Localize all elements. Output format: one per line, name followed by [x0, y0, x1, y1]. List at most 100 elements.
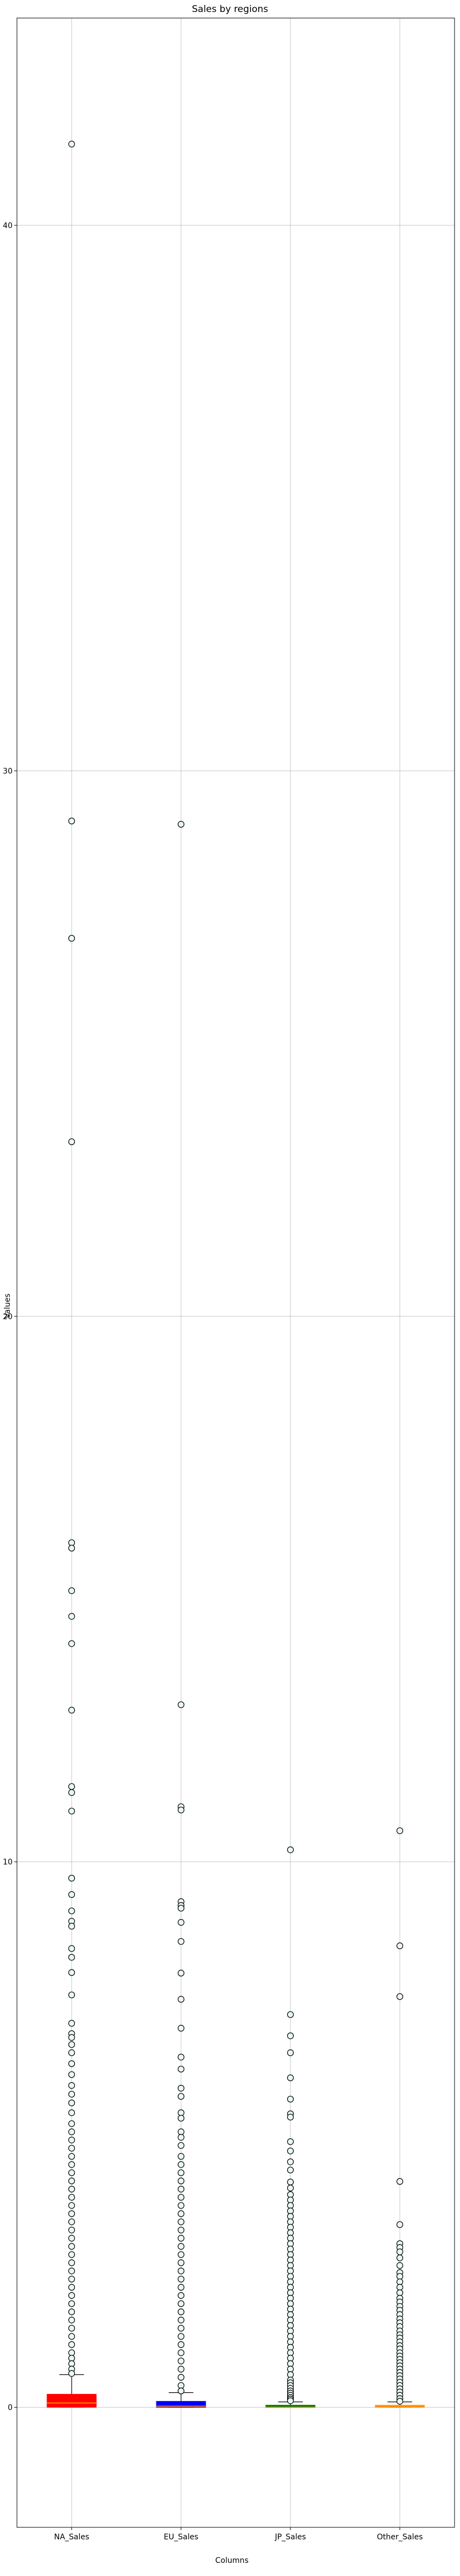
- outlier-point: [68, 1539, 75, 1546]
- outlier-point: [177, 2292, 185, 2299]
- outlier-point: [287, 2294, 294, 2302]
- outlier-point: [68, 2082, 75, 2089]
- outlier-point: [177, 2276, 185, 2283]
- outlier-point: [177, 2194, 185, 2201]
- outlier-point: [177, 2357, 185, 2364]
- outlier-point: [287, 2251, 294, 2258]
- outlier-point: [287, 2207, 294, 2214]
- outlier-point: [287, 2202, 294, 2209]
- outlier-point: [287, 2191, 294, 2198]
- outlier-point: [287, 2147, 294, 2154]
- outlier-point: [177, 2227, 185, 2234]
- outlier-point: [177, 2109, 185, 2117]
- outlier-point: [68, 2333, 75, 2340]
- y-tick-label: 10: [3, 1858, 13, 1867]
- outlier-point: [396, 2278, 404, 2286]
- outlier-point: [287, 2289, 294, 2297]
- outlier-point: [177, 2054, 185, 2061]
- outlier-point: [68, 2218, 75, 2225]
- outlier-point: [177, 2085, 185, 2092]
- outlier-point: [177, 1969, 185, 1977]
- outlier-point: [68, 2316, 75, 2324]
- y-tick-label: 30: [3, 767, 13, 776]
- outlier-point: [68, 2324, 75, 2332]
- x-axis-label: Columns: [216, 2556, 249, 2565]
- outlier-point: [177, 2025, 185, 2032]
- outlier-point: [68, 2034, 75, 2041]
- outlier-point: [177, 2365, 185, 2373]
- outlier-point: [287, 2095, 294, 2103]
- outlier-point: [68, 1808, 75, 1815]
- outlier-point: [68, 1945, 75, 1952]
- outlier-point: [287, 2257, 294, 2264]
- outlier-point: [68, 1783, 75, 1790]
- outlier-point: [68, 2185, 75, 2193]
- outlier-point: [68, 1969, 75, 1976]
- outlier-point: [287, 2316, 294, 2324]
- outlier-point: [287, 2360, 294, 2367]
- outlier-point: [68, 818, 75, 825]
- outlier-point: [287, 2184, 294, 2192]
- outlier-point: [68, 2194, 75, 2201]
- y-tick-label: 20: [3, 1313, 13, 1321]
- outlier-point: [68, 2370, 75, 2377]
- outlier-point: [177, 2300, 185, 2307]
- outlier-point: [287, 2300, 294, 2307]
- outlier-point: [68, 2354, 75, 2362]
- outlier-point: [68, 1613, 75, 1620]
- outlier-point: [177, 2308, 185, 2316]
- x-tick-label: Other_Sales: [377, 2533, 423, 2542]
- outlier-point: [287, 2349, 294, 2356]
- outlier-point: [177, 1996, 185, 2003]
- outlier-point: [68, 2243, 75, 2250]
- outlier-point: [177, 2387, 185, 2394]
- outlier-point: [68, 1991, 75, 1998]
- outlier-point: [68, 2349, 75, 2356]
- outlier-point: [177, 2114, 185, 2122]
- outlier-point: [68, 2259, 75, 2266]
- outlier-point: [177, 2243, 185, 2250]
- outlier-point: [68, 1545, 75, 1552]
- plot-frame: [16, 18, 455, 2528]
- outlier-point: [68, 2144, 75, 2152]
- outlier-point: [177, 1919, 185, 1926]
- outlier-point: [68, 2292, 75, 2299]
- outlier-point: [177, 2382, 185, 2389]
- outlier-point: [177, 2093, 185, 2100]
- outlier-point: [287, 2278, 294, 2286]
- chart-title: Sales by regions: [192, 4, 269, 15]
- outlier-point: [68, 2235, 75, 2242]
- outlier-point: [68, 2071, 75, 2078]
- y-tick-label: 40: [3, 222, 13, 230]
- outlier-point: [287, 2235, 294, 2242]
- outlier-point: [396, 2248, 404, 2256]
- outlier-point: [68, 1954, 75, 1961]
- box-NA_Sales: [46, 2394, 97, 2408]
- outlier-point: [287, 2262, 294, 2269]
- outlier-point: [177, 2235, 185, 2242]
- outlier-point: [287, 2397, 294, 2404]
- outlier-point: [177, 2202, 185, 2209]
- outlier-point: [177, 2251, 185, 2258]
- outlier-point: [68, 2308, 75, 2316]
- outlier-point: [68, 2020, 75, 2027]
- outlier-point: [177, 2333, 185, 2340]
- outlier-point: [177, 2324, 185, 2332]
- outlier-point: [68, 2202, 75, 2209]
- x-tick-label: EU_Sales: [164, 2533, 198, 2542]
- outlier-point: [177, 2185, 185, 2193]
- outlier-point: [396, 2284, 404, 2291]
- outlier-point: [287, 1846, 294, 1854]
- outlier-point: [177, 2210, 185, 2217]
- outlier-point: [287, 2229, 294, 2236]
- outlier-point: [396, 2398, 404, 2405]
- outlier-point: [68, 141, 75, 148]
- outlier-point: [68, 2300, 75, 2307]
- outlier-point: [287, 2138, 294, 2145]
- grid-lines: [17, 18, 455, 2527]
- outlier-point: [68, 2099, 75, 2107]
- outlier-point: [68, 1587, 75, 1594]
- outlier-point: [68, 2049, 75, 2056]
